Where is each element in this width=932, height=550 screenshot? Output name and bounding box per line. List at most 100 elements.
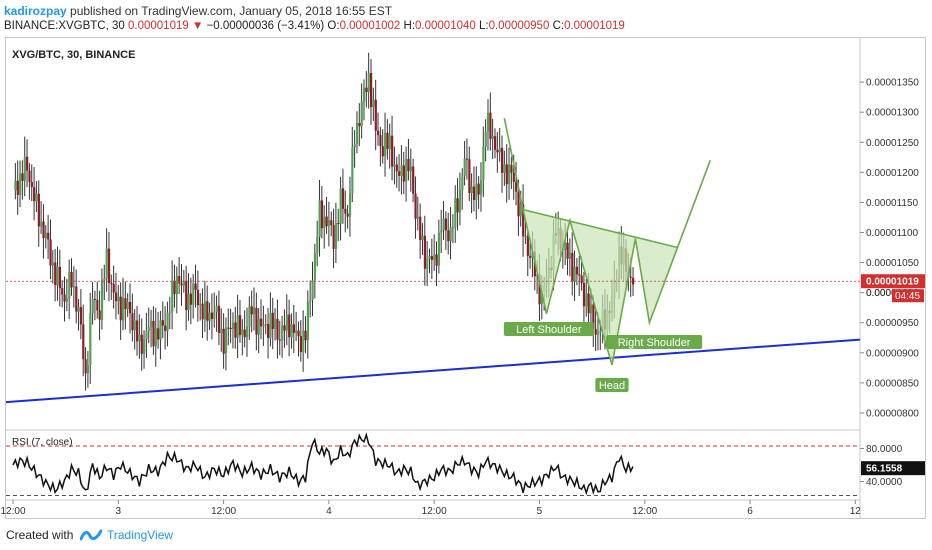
candle-body [341, 188, 345, 209]
candle-body [374, 99, 377, 131]
candle-body [346, 213, 349, 217]
candle-body [189, 293, 193, 305]
candle-body [463, 158, 466, 176]
open-label: O: [327, 20, 340, 32]
chart-title: XVG/BTC, 30, BINANCE [12, 49, 135, 61]
candle-body [629, 276, 632, 278]
candle-body [231, 322, 235, 330]
ohlc-line: BINANCE:XVGBTC, 30 0.00001019 ▼ −0.00000… [4, 20, 625, 32]
left-shoulder-label-bg [503, 322, 594, 336]
y-tick-label: 0.00001250 [866, 138, 919, 149]
footer: Created with TradingView [0, 519, 932, 550]
y-tick-label: 0.00001150 [866, 198, 919, 209]
y-tick-label: 0.00000900 [866, 348, 919, 359]
candle-body [110, 283, 113, 285]
candle-body [187, 293, 190, 311]
candle-body [150, 320, 153, 328]
author-link[interactable]: kadirozpay [4, 4, 67, 18]
candle-body [44, 232, 47, 239]
candle-body [414, 193, 417, 219]
candle-body [82, 324, 85, 360]
candle-body [208, 312, 211, 321]
candle-body [369, 73, 373, 108]
candle-body [505, 164, 508, 185]
tradingview-brand[interactable]: TradingView [107, 528, 174, 542]
candle-body [334, 223, 338, 249]
candle-body [234, 322, 237, 338]
candle-body [479, 180, 483, 195]
y-tick-label: 0.00001050 [866, 258, 919, 269]
x-tick-label: 12:00 [1, 506, 26, 517]
candle-body [255, 307, 258, 335]
candle-body [585, 293, 588, 307]
candle-body [348, 193, 352, 217]
candle-body [217, 305, 221, 333]
candle-body [194, 283, 197, 290]
candle-body [152, 320, 155, 347]
rsi-value-tag [861, 461, 925, 476]
last-price-value: 0.00001019 [866, 277, 919, 288]
candle-body [391, 135, 394, 167]
y-tick-label: 0.00001300 [866, 108, 919, 119]
candle-body [224, 327, 228, 354]
candle-body [632, 277, 635, 285]
candle-body [290, 324, 293, 338]
candle-body [269, 312, 272, 339]
candle-body [14, 180, 17, 191]
candle-body [250, 306, 253, 315]
candle-body [409, 166, 412, 172]
candle-body [512, 172, 515, 182]
candle-body [274, 318, 277, 329]
head-label-bg [595, 378, 629, 392]
candle-body [159, 320, 162, 340]
candle-body [304, 330, 307, 341]
candle-body [79, 307, 83, 325]
pattern-outline [503, 118, 712, 366]
rsi-y-tick-label: 40.0000 [866, 477, 903, 488]
candle-body [131, 313, 134, 331]
candle-body [320, 200, 324, 229]
candle-body [568, 252, 572, 259]
price-chart[interactable]: 0.00001350 0.00001300 0.00001250 0.00001200… [0, 0, 932, 519]
candle-body [264, 323, 267, 325]
candle-body [594, 329, 597, 335]
candle-body [65, 298, 69, 302]
candle-body [143, 339, 146, 354]
x-tick-label: 5 [537, 506, 543, 517]
candle-body [285, 314, 288, 331]
candle-body [508, 164, 511, 185]
candle-body [84, 359, 87, 374]
candle-body [440, 229, 443, 233]
candle-body [402, 165, 405, 182]
candle-body [257, 318, 260, 335]
candle-body [220, 328, 223, 333]
candle-body [575, 266, 579, 275]
candle-body [103, 278, 106, 281]
candle-body [213, 311, 216, 319]
candle-body [75, 286, 78, 312]
candle-body [86, 364, 90, 374]
candle-body [592, 304, 595, 330]
candle-body [398, 171, 401, 176]
candle-body [70, 271, 73, 288]
candle-body [381, 146, 384, 157]
candle-body [306, 301, 310, 341]
candle-body [49, 239, 52, 266]
rsi-line [12, 432, 634, 496]
candle-body [458, 189, 462, 213]
pattern-fill [523, 209, 678, 365]
candle-body [353, 144, 356, 148]
candle-body [332, 225, 335, 249]
candle-body [517, 191, 520, 217]
candle-body [136, 320, 139, 342]
trend-line [5, 338, 861, 404]
candle-body [484, 131, 487, 147]
candle-body [229, 327, 232, 330]
candle-body [470, 186, 473, 194]
x-tick-label: 4 [326, 506, 332, 517]
candle-body [405, 158, 408, 182]
down-arrow-icon: ▼ [191, 20, 204, 32]
candle-body [339, 188, 342, 224]
candle-body [105, 248, 108, 279]
head-label: Head [599, 380, 625, 392]
